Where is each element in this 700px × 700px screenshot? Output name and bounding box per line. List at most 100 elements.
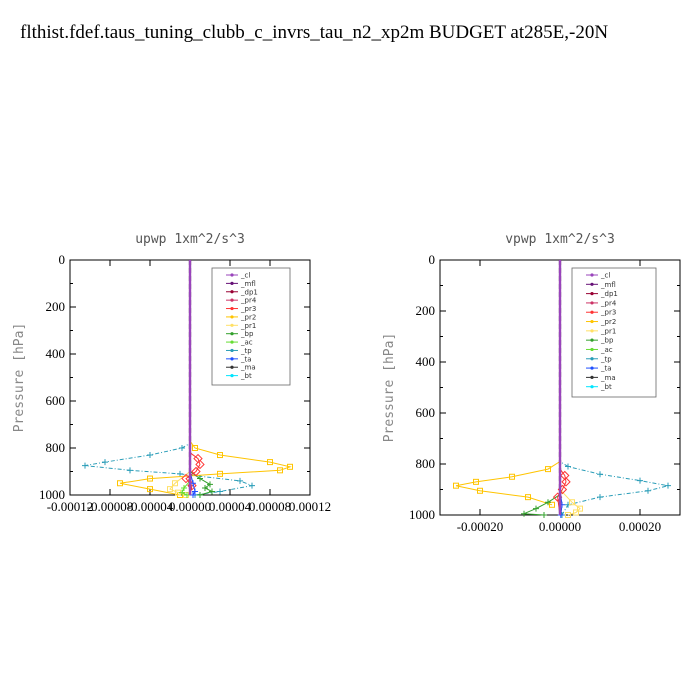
series-marker [637,477,643,484]
legend-marker [590,375,594,379]
legend-marker [230,323,234,327]
legend-marker [230,374,234,378]
legend-entry: _pr1 [240,322,256,330]
series-marker [545,466,551,473]
series-marker [207,481,213,488]
legend-marker [230,348,234,353]
legend-entry: _dp1 [600,290,618,298]
y-tick-label: 1000 [409,507,435,522]
series-marker [541,512,547,518]
x-tick-label: 0.00000 [169,499,211,514]
series-line-pr1 [169,260,191,496]
series-marker [197,475,203,482]
y-tick-label: 0 [429,252,436,267]
series-marker [202,484,208,491]
y-tick-label: 200 [416,303,436,318]
series-marker [193,453,203,464]
main-title: flthist.fdef.taus_tuning_clubb_c_invrs_t… [20,22,609,43]
legend-marker [590,292,594,296]
legend-marker [230,306,234,311]
series-marker [560,470,570,481]
series-marker [179,489,185,496]
y-tick-label: 600 [46,393,66,408]
series-marker [473,478,479,485]
legend-box [571,267,657,398]
legend-entry: _bt [240,372,252,380]
series-marker [147,475,153,482]
chart-panel-2: vpwp 1xm^2/s^3 Pressure [hPa] 0 200 400 600 80… [382,232,681,534]
series-marker [573,509,579,516]
x-tick-label: 0.00020 [619,519,661,534]
legend-marker [590,366,594,370]
y-axis-label: Pressure [hPa] [12,323,27,433]
series-marker [217,452,223,459]
series-line-ac [181,260,191,496]
series-marker [545,499,551,506]
y-tick-label: 1000 [39,487,65,502]
legend-entry: _pr4 [600,299,617,307]
series-line-tp [559,260,669,516]
x-tick-label: 0.00000 [539,519,581,534]
legend-marker [230,357,234,361]
series-marker [561,477,571,487]
legend-entry: _dp1 [240,288,258,296]
series-marker [82,462,88,469]
series-line-pr3 [185,260,201,496]
series-marker [192,488,198,495]
x-tick-label: 0.00012 [289,499,331,514]
series-marker [597,494,603,501]
series-marker [147,486,153,493]
legend-marker [230,273,234,277]
series-marker [577,505,583,512]
series-marker [217,470,223,477]
x-tick-label: 0.00008 [249,499,291,514]
legend-marker [230,290,234,294]
y-tick-label: 200 [46,299,66,314]
legend-entry: _cl [600,272,610,280]
legend-entry: _bp [600,337,614,345]
series-marker [525,494,531,501]
y-tick-label: 0 [59,252,66,267]
chart-panel-1: upwp 1xm^2/s^3 Pressure [hPa] 0 200 400 600 80… [12,232,331,514]
legend-marker [230,298,234,302]
series-marker [509,473,515,480]
legend-marker [590,347,594,352]
series-marker [191,466,201,477]
legend-marker [590,338,594,342]
series-line-tp [84,260,254,496]
legend-box [211,267,291,386]
legend-entry: _ac [240,339,253,347]
series-marker [277,467,283,474]
legend-entry: _mfl [600,281,616,289]
series-marker [597,471,603,478]
series-marker [521,510,527,517]
legend-entry: _pr3 [240,305,256,313]
legend-marker [590,301,594,305]
legend-entry: _pr2 [600,318,616,326]
series-marker [217,488,223,495]
series-marker [287,463,293,470]
legend-marker [590,385,594,389]
y-tick-label: 800 [46,440,66,455]
legend-entry: _bp [240,330,254,338]
series-marker [102,459,108,466]
series-line-pr2 [455,260,561,506]
legend-marker [590,282,594,286]
legend-entry: _mfl [240,280,256,288]
legend-entry: _bt [600,383,612,391]
legend-entry: _pr2 [240,313,256,321]
legend-marker [590,310,594,314]
y-tick-label: 400 [46,346,66,361]
legend-marker [230,340,234,344]
series-marker [209,488,215,495]
legend-marker [230,315,234,319]
x-tick-label: 0.00004 [209,499,252,514]
series-marker [249,482,255,489]
legend-marker [590,329,594,333]
chart-title: upwp 1xm^2/s^3 [135,232,245,247]
x-tick-label: -0.00020 [457,519,504,534]
series-marker [197,492,203,498]
legend-entry: _ac [600,346,613,354]
x-tick-label: -0.00004 [127,499,174,514]
